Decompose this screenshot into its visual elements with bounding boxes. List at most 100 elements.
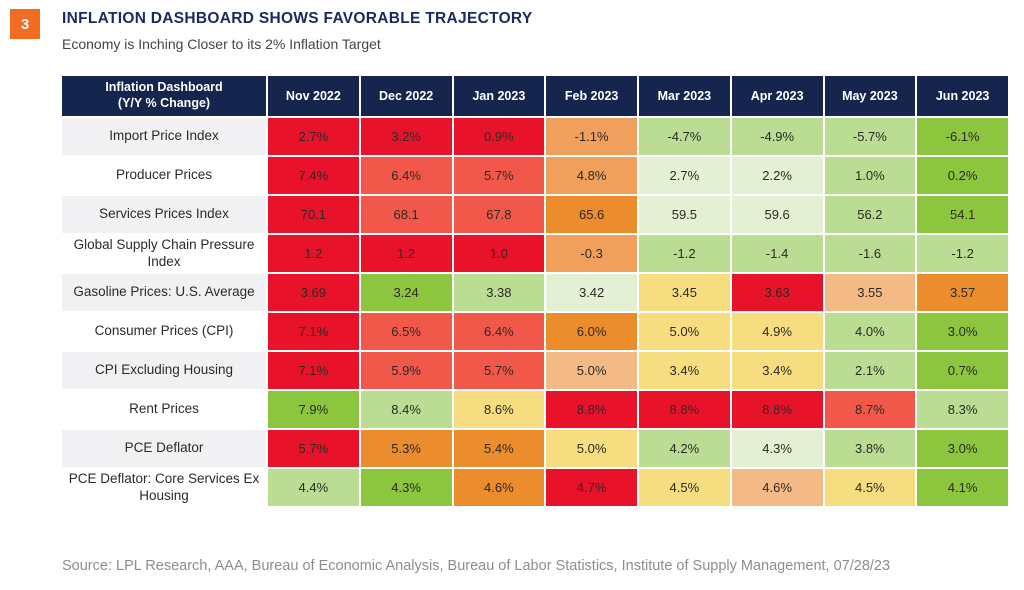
heatmap-cell: 8.3% <box>917 391 1008 428</box>
heatmap-cell: 4.3% <box>360 469 452 506</box>
heatmap-cell: 5.0% <box>546 430 637 467</box>
heatmap-cell: 7.1% <box>268 313 359 350</box>
row-label: Global Supply Chain Pressure Index <box>62 235 266 272</box>
heatmap-cell: 3.57 <box>917 274 1008 311</box>
row-label: PCE Deflator <box>62 430 266 467</box>
heatmap-cell: 3.4% <box>731 352 823 389</box>
column-header-apr-2023: Apr 2023 <box>731 76 823 116</box>
column-header-feb-2023: Feb 2023 <box>546 76 637 116</box>
heatmap-cell: 4.5% <box>639 469 730 506</box>
row-label: Rent Prices <box>62 391 266 428</box>
heatmap-cell: 4.8% <box>546 157 637 194</box>
heatmap-cell: 6.4% <box>360 157 452 194</box>
heatmap-cell: 6.5% <box>360 313 452 350</box>
source-note: Source: LPL Research, AAA, Bureau of Eco… <box>62 558 891 574</box>
column-header-dec-2022: Dec 2022 <box>360 76 452 116</box>
heatmap-cell: 1.0% <box>824 157 916 194</box>
heatmap-cell: 4.9% <box>731 313 823 350</box>
table-corner-header: Inflation Dashboard (Y/Y % Change) <box>62 76 266 116</box>
heatmap-cell: -1.2 <box>917 235 1008 272</box>
heatmap-cell: 1.2 <box>268 235 359 272</box>
heatmap-cell: 2.7% <box>268 118 359 155</box>
page-title: INFLATION DASHBOARD SHOWS FAVORABLE TRAJ… <box>62 10 533 27</box>
heatmap-cell: 7.9% <box>268 391 359 428</box>
heatmap-cell: 5.9% <box>360 352 452 389</box>
inflation-heatmap-table: Inflation Dashboard (Y/Y % Change) Nov 20… <box>62 76 1008 506</box>
heatmap-cell: 1.0 <box>453 235 545 272</box>
column-header-mar-2023: Mar 2023 <box>639 76 730 116</box>
heatmap-cell: 5.4% <box>453 430 545 467</box>
heatmap-cell: 4.7% <box>546 469 637 506</box>
heatmap-cell: 6.4% <box>453 313 545 350</box>
heatmap-cell: 5.0% <box>639 313 730 350</box>
heatmap-cell: 3.2% <box>360 118 452 155</box>
heatmap-cell: 3.24 <box>360 274 452 311</box>
heatmap-cell: -0.3 <box>546 235 637 272</box>
slide-header: 3 INFLATION DASHBOARD SHOWS FAVORABLE TR… <box>10 8 1014 52</box>
heatmap-cell: 68.1 <box>360 196 452 233</box>
heatmap-cell: 3.8% <box>824 430 916 467</box>
heatmap-cell: 5.7% <box>268 430 359 467</box>
heatmap-cell: 67.8 <box>453 196 545 233</box>
heatmap-cell: 3.4% <box>639 352 730 389</box>
heatmap-cell: 70.1 <box>268 196 359 233</box>
heatmap-cell: 2.1% <box>824 352 916 389</box>
heatmap-cell: 3.0% <box>917 313 1008 350</box>
heatmap-cell: 4.1% <box>917 469 1008 506</box>
heatmap-cell: 6.0% <box>546 313 637 350</box>
column-header-jan-2023: Jan 2023 <box>453 76 545 116</box>
heatmap-cell: 8.4% <box>360 391 452 428</box>
column-header-jun-2023: Jun 2023 <box>917 76 1008 116</box>
heatmap-cell: 56.2 <box>824 196 916 233</box>
heatmap-cell: 54.1 <box>917 196 1008 233</box>
heatmap-cell: 4.2% <box>639 430 730 467</box>
heatmap-cell: 65.6 <box>546 196 637 233</box>
heatmap-cell: 1.2 <box>360 235 452 272</box>
heatmap-cell: 59.6 <box>731 196 823 233</box>
heatmap-cell: 0.7% <box>917 352 1008 389</box>
heatmap-cell: 3.55 <box>824 274 916 311</box>
heatmap-cell: 8.8% <box>546 391 637 428</box>
heatmap-cell: 3.63 <box>731 274 823 311</box>
heatmap-cell: 8.7% <box>824 391 916 428</box>
heatmap-cell: 5.7% <box>453 352 545 389</box>
heatmap-cell: 4.6% <box>453 469 545 506</box>
heatmap-cell: 7.4% <box>268 157 359 194</box>
heatmap-cell: 8.8% <box>639 391 730 428</box>
page-subtitle: Economy is Inching Closer to its 2% Infl… <box>62 36 381 52</box>
heatmap-cell: 5.7% <box>453 157 545 194</box>
row-label: Consumer Prices (CPI) <box>62 313 266 350</box>
heatmap-cell: 5.3% <box>360 430 452 467</box>
heatmap-cell: 4.6% <box>731 469 823 506</box>
heatmap-cell: -4.7% <box>639 118 730 155</box>
heatmap-cell: -5.7% <box>824 118 916 155</box>
row-label: Producer Prices <box>62 157 266 194</box>
slide-number-badge: 3 <box>10 9 40 39</box>
heatmap-cell: 0.2% <box>917 157 1008 194</box>
heatmap-cell: 8.8% <box>731 391 823 428</box>
row-label: Services Prices Index <box>62 196 266 233</box>
row-label: Import Price Index <box>62 118 266 155</box>
heatmap-cell: -1.1% <box>546 118 637 155</box>
heatmap-cell: 3.69 <box>268 274 359 311</box>
heatmap-cell: 2.7% <box>639 157 730 194</box>
heatmap-cell: 7.1% <box>268 352 359 389</box>
heatmap-cell: 2.2% <box>731 157 823 194</box>
heatmap-cell: -1.6 <box>824 235 916 272</box>
heatmap-cell: 3.38 <box>453 274 545 311</box>
heatmap-cell: 3.42 <box>546 274 637 311</box>
row-label: Gasoline Prices: U.S. Average <box>62 274 266 311</box>
heatmap-cell: 4.5% <box>824 469 916 506</box>
heatmap-cell: -6.1% <box>917 118 1008 155</box>
heatmap-cell: -1.4 <box>731 235 823 272</box>
heatmap-cell: 4.0% <box>824 313 916 350</box>
row-label: PCE Deflator: Core Services Ex Housing <box>62 469 266 506</box>
heatmap-cell: -1.2 <box>639 235 730 272</box>
row-label: CPI Excluding Housing <box>62 352 266 389</box>
column-header-may-2023: May 2023 <box>824 76 916 116</box>
heatmap-cell: 3.45 <box>639 274 730 311</box>
heatmap-cell: 4.4% <box>268 469 359 506</box>
heatmap-cell: 8.6% <box>453 391 545 428</box>
heatmap-cell: -4.9% <box>731 118 823 155</box>
